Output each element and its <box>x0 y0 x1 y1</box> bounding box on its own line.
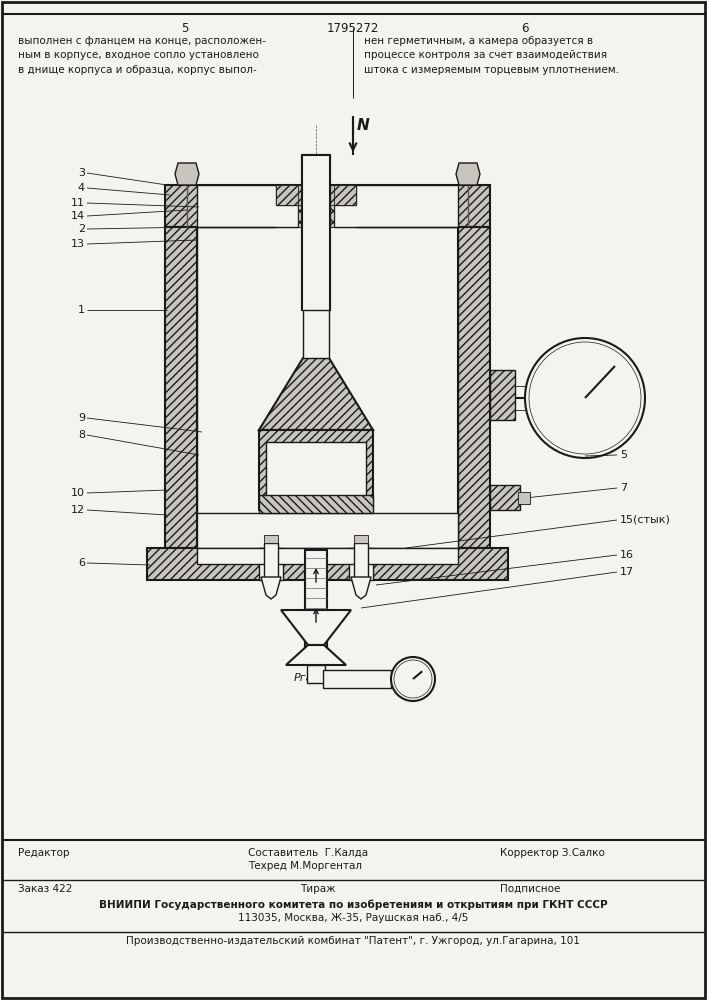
Circle shape <box>394 660 432 698</box>
Text: 7: 7 <box>620 483 627 493</box>
Polygon shape <box>330 205 334 227</box>
Polygon shape <box>334 185 356 205</box>
Polygon shape <box>261 577 281 599</box>
Text: N: N <box>357 118 370 133</box>
Text: 9: 9 <box>78 413 85 423</box>
Text: Редактор: Редактор <box>18 848 69 858</box>
Polygon shape <box>259 358 373 430</box>
Polygon shape <box>276 185 298 205</box>
Text: Составитель  Г.Калда: Составитель Г.Калда <box>248 848 368 858</box>
Polygon shape <box>302 155 330 310</box>
Text: нен герметичным, а камера образуется в
процессе контроля за счет взаимодействия
: нен герметичным, а камера образуется в п… <box>364 36 619 75</box>
Bar <box>197 513 458 548</box>
Text: Ргаза: Ргаза <box>294 673 326 683</box>
Text: Тираж: Тираж <box>300 884 336 894</box>
Text: 17: 17 <box>620 567 634 577</box>
Text: 5: 5 <box>181 22 189 35</box>
Polygon shape <box>281 610 351 645</box>
Text: 113035, Москва, Ж-35, Раушская наб., 4/5: 113035, Москва, Ж-35, Раушская наб., 4/5 <box>238 913 468 923</box>
Text: 16: 16 <box>620 550 634 560</box>
Text: выполнен с фланцем на конце, расположен-
ным в корпусе, входное сопло установлен: выполнен с фланцем на конце, расположен-… <box>18 36 266 75</box>
Polygon shape <box>147 548 508 580</box>
Bar <box>349 548 373 580</box>
Polygon shape <box>165 185 490 227</box>
Bar <box>264 535 278 543</box>
Text: 4: 4 <box>78 183 85 193</box>
Text: Корректор З.Салко: Корректор З.Салко <box>500 848 605 858</box>
Bar <box>323 670 391 688</box>
Text: 14: 14 <box>71 211 85 221</box>
Text: 12: 12 <box>71 505 85 515</box>
Text: 8: 8 <box>78 430 85 440</box>
Bar <box>259 548 283 580</box>
Polygon shape <box>259 495 373 513</box>
Text: 15(стык): 15(стык) <box>620 515 671 525</box>
Polygon shape <box>298 205 302 227</box>
Polygon shape <box>458 227 490 548</box>
Circle shape <box>391 657 435 701</box>
Text: 13: 13 <box>71 239 85 249</box>
Text: 1795272: 1795272 <box>327 22 379 35</box>
Bar <box>354 543 368 585</box>
Bar <box>264 543 278 585</box>
Text: 1: 1 <box>78 305 85 315</box>
Polygon shape <box>490 370 515 420</box>
Text: Производственно-издательский комбинат "Патент", г. Ужгород, ул.Гагарина, 101: Производственно-издательский комбинат "П… <box>126 936 580 946</box>
Polygon shape <box>334 185 458 227</box>
Polygon shape <box>456 163 480 185</box>
Circle shape <box>525 338 645 458</box>
Bar <box>266 442 366 502</box>
Text: 11: 11 <box>71 198 85 208</box>
Polygon shape <box>351 577 371 599</box>
Polygon shape <box>259 430 373 510</box>
Bar <box>518 492 530 504</box>
Polygon shape <box>175 163 199 185</box>
Polygon shape <box>165 227 197 548</box>
Polygon shape <box>197 185 298 227</box>
Polygon shape <box>490 485 520 510</box>
Bar <box>303 155 329 310</box>
Text: 5: 5 <box>620 450 627 460</box>
Text: 3: 3 <box>78 168 85 178</box>
Bar <box>307 665 325 683</box>
Text: 6: 6 <box>78 558 85 568</box>
Text: Заказ 422: Заказ 422 <box>18 884 72 894</box>
Text: Техред М.Моргентал: Техред М.Моргентал <box>248 861 362 871</box>
Circle shape <box>529 342 641 454</box>
Text: 6: 6 <box>521 22 529 35</box>
Text: 10: 10 <box>71 488 85 498</box>
Text: 2: 2 <box>78 224 85 234</box>
Bar <box>305 550 327 655</box>
Polygon shape <box>286 645 346 665</box>
Bar <box>197 548 458 564</box>
Polygon shape <box>303 310 329 358</box>
Text: Подписное: Подписное <box>500 884 561 894</box>
Bar <box>354 535 368 543</box>
Text: ВНИИПИ Государственного комитета по изобретениям и открытиям при ГКНТ СССР: ВНИИПИ Государственного комитета по изоб… <box>99 900 607 910</box>
